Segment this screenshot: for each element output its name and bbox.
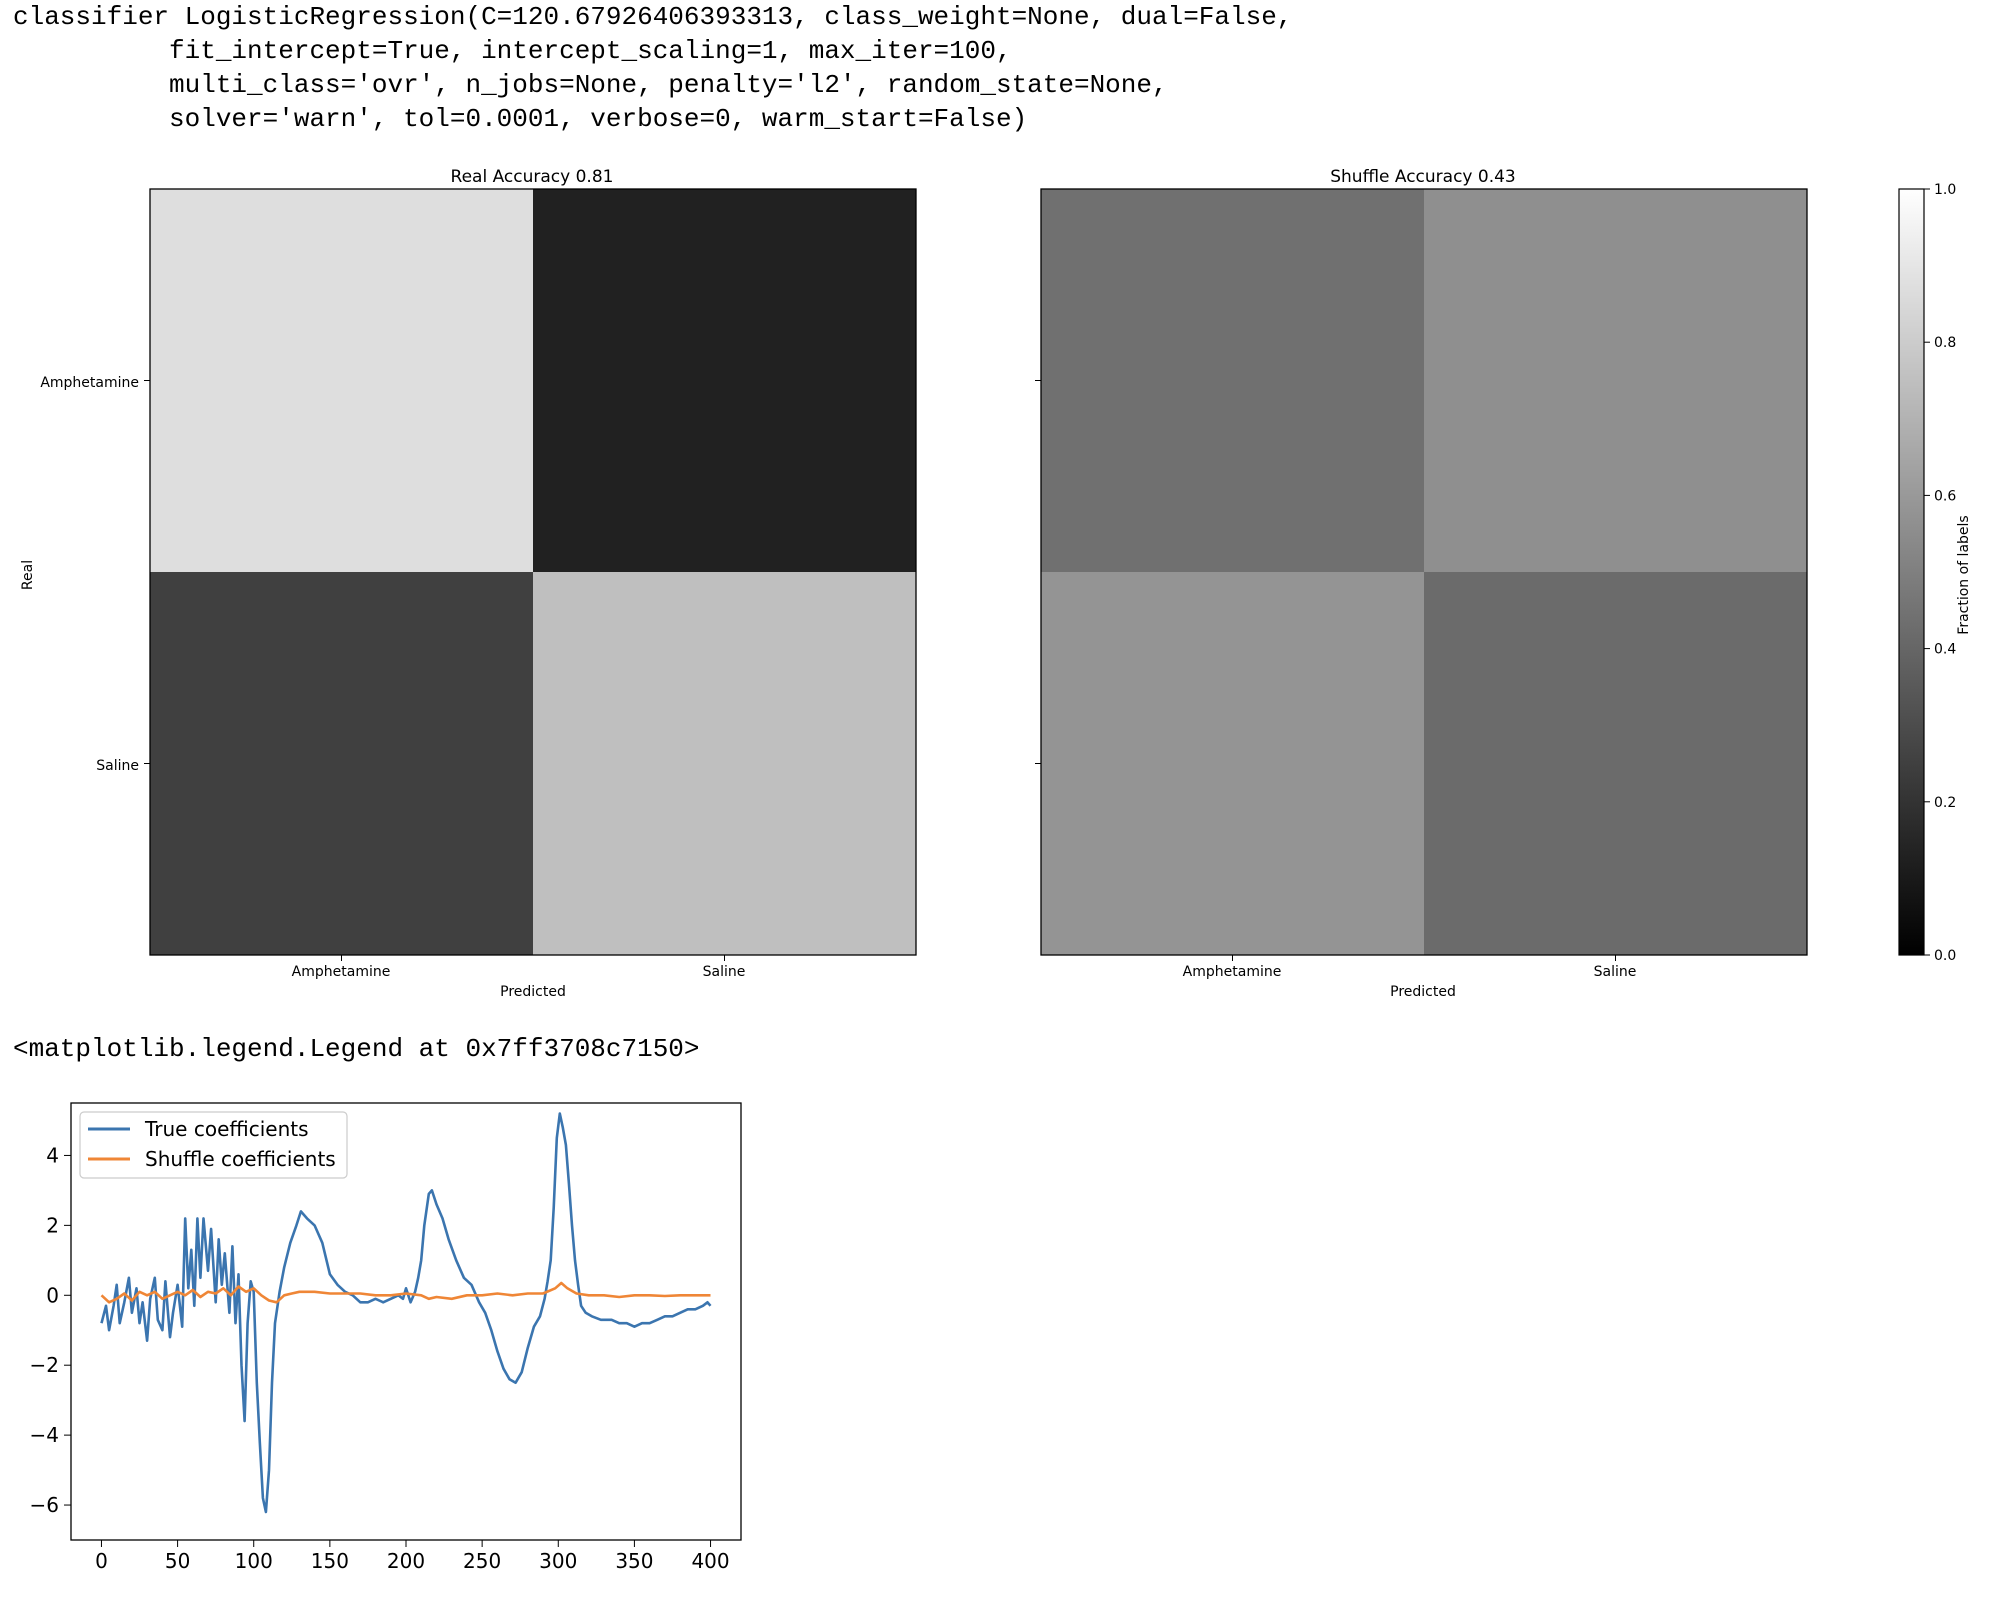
colorbar: 0.0 0.2 0.4 0.6 0.8 1.0 Fraction of labels: [1898, 182, 1972, 964]
true-coefficients-line: [100, 1112, 712, 1514]
legend-label-true: True coefficients: [144, 1117, 309, 1141]
y-tick-label: 4: [46, 1143, 59, 1167]
colorbar-tick-label: 1.0: [1934, 182, 1956, 198]
matrix-cell: [150, 572, 533, 955]
real-matrix-cells: [150, 189, 916, 955]
classifier-repr-output: classifier LogisticRegression(C=120.6792…: [13, 0, 1292, 136]
classifier-repr-line: fit_intercept=True, intercept_scaling=1,…: [13, 36, 1012, 66]
y-tick-label: −2: [30, 1353, 59, 1377]
matrix-cell: [1041, 572, 1424, 955]
real-matrix-ticks: [144, 380, 725, 961]
x-tick-label: 200: [387, 1549, 425, 1573]
matrix-cell: [533, 189, 916, 572]
real-matrix-frame: [149, 188, 917, 956]
classifier-repr-line: solver='warn', tol=0.0001, verbose=0, wa…: [13, 104, 1028, 134]
classifier-repr-line: classifier LogisticRegression(C=120.6792…: [13, 2, 1293, 32]
real-matrix-ylabel: Real: [20, 560, 36, 590]
x-tick-label: 50: [165, 1549, 190, 1573]
shuffle-matrix-ticks: [1035, 380, 1616, 961]
matrix-cell: [150, 189, 533, 572]
colorbar-tick-label: 0.4: [1934, 642, 1956, 658]
colorbar-gradient: [1898, 188, 1925, 956]
x-tick-label: 250: [463, 1549, 501, 1573]
shuffle-matrix-title: Shuffle Accuracy 0.43: [1330, 167, 1516, 187]
line-plot-ticks: 0 50 100 150 200 250 300 350 400 −6 −4 −2 0 2 4: [30, 1143, 730, 1573]
y-tick-label: −6: [30, 1493, 59, 1517]
colorbar-tick-label: 0.8: [1934, 335, 1956, 351]
shuffle-coefficients-line: [100, 1281, 711, 1304]
x-tick-label: 400: [691, 1549, 729, 1573]
legend-repr-output: <matplotlib.legend.Legend at 0x7ff3708c7…: [13, 1034, 700, 1064]
line-plot-series: [100, 1112, 712, 1514]
classifier-repr-line: multi_class='ovr', n_jobs=None, penalty=…: [13, 70, 1168, 100]
real-matrix-title: Real Accuracy 0.81: [451, 167, 614, 187]
x-tick-label: 100: [235, 1549, 273, 1573]
real-confusion-matrix: Real Accuracy 0.81 Amphetamine Saline Am…: [20, 167, 917, 1000]
colorbar-tick-label: 0.0: [1934, 948, 1956, 964]
x-tick-label: 150: [311, 1549, 349, 1573]
x-tick-label: 0: [95, 1549, 108, 1573]
shuffle-matrix-cells: [1041, 189, 1807, 955]
matrix-cell: [533, 572, 916, 955]
legend-label-shuffle: Shuffle coefficients: [145, 1147, 336, 1171]
x-tick-label: 300: [539, 1549, 577, 1573]
real-matrix-ytick: Amphetamine: [40, 375, 139, 391]
line-plot-legend: True coefficients Shuffle coefficients: [79, 1111, 348, 1179]
real-matrix-xtick: Saline: [703, 964, 746, 980]
colorbar-tick-label: 0.6: [1934, 488, 1956, 504]
y-tick-label: 0: [46, 1283, 59, 1307]
shuffle-matrix-xtick: Amphetamine: [1183, 964, 1282, 980]
real-matrix-xlabel: Predicted: [500, 984, 566, 1000]
coefficient-line-plot: 0 50 100 150 200 250 300 350 400 −6 −4 −2 0 2 4 True c…: [30, 1102, 742, 1573]
colorbar-ticks: 0.0 0.2 0.4 0.6 0.8 1.0: [1924, 182, 1956, 964]
matrix-cell: [1424, 189, 1807, 572]
matrix-cell: [1424, 572, 1807, 955]
shuffle-matrix-xtick: Saline: [1594, 964, 1637, 980]
matrix-cell: [1041, 189, 1424, 572]
y-tick-label: 2: [46, 1213, 59, 1237]
legend-box: [79, 1111, 348, 1179]
real-matrix-xtick: Amphetamine: [292, 964, 391, 980]
shuffle-matrix-frame: [1040, 188, 1808, 956]
x-tick-label: 350: [615, 1549, 653, 1573]
y-tick-label: −4: [30, 1423, 59, 1447]
shuffle-confusion-matrix: Shuffle Accuracy 0.43 Amphetamine Saline…: [1035, 167, 1808, 1000]
shuffle-matrix-xlabel: Predicted: [1390, 984, 1456, 1000]
colorbar-tick-label: 0.2: [1934, 795, 1956, 811]
colorbar-label: Fraction of labels: [1956, 515, 1972, 634]
real-matrix-ytick: Saline: [96, 758, 139, 774]
